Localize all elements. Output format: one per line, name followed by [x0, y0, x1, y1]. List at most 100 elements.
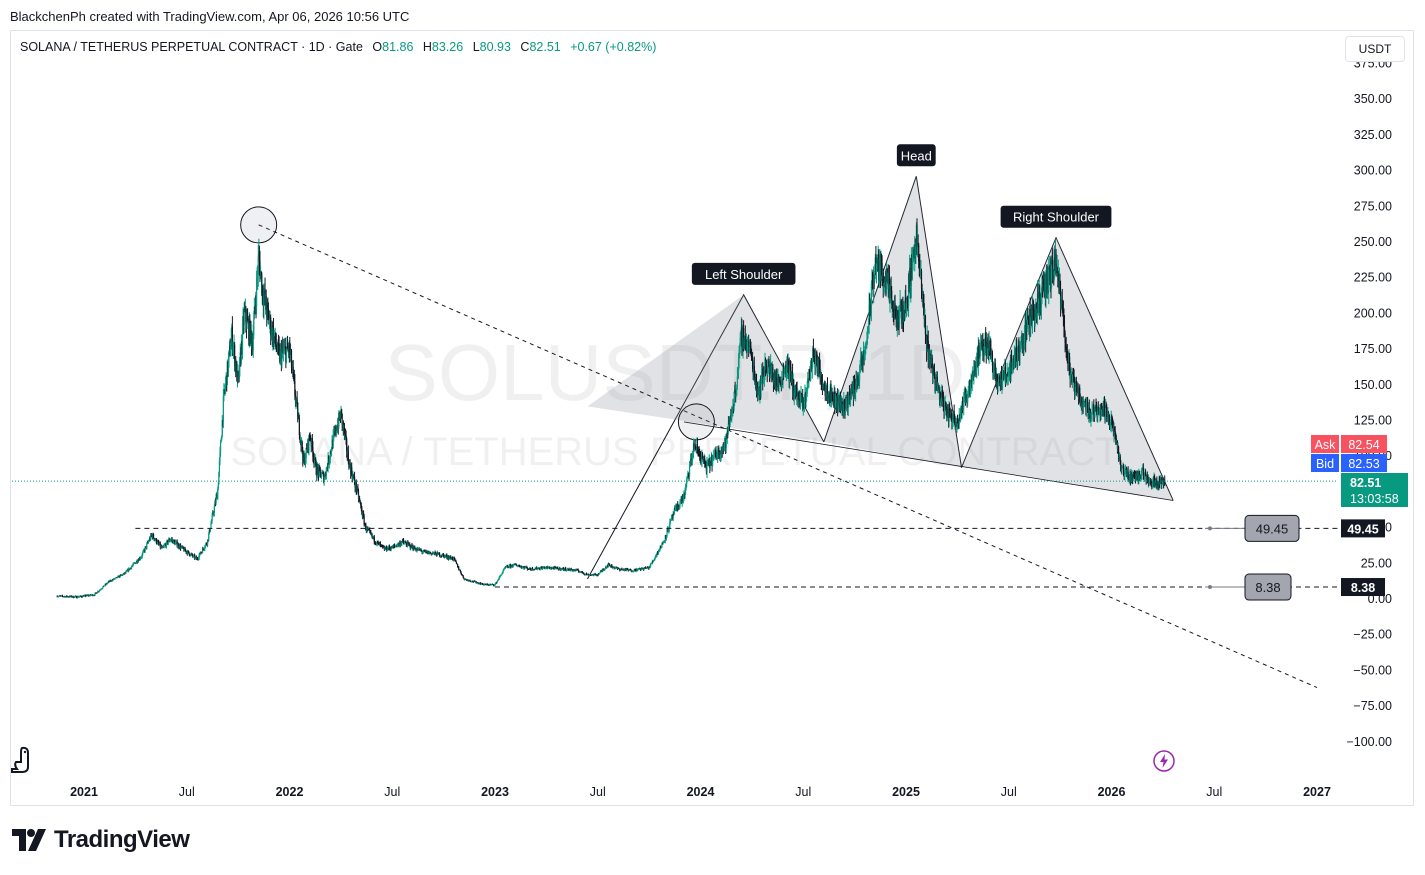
candle-body: [322, 472, 325, 482]
candle-body: [432, 553, 434, 555]
candle-body: [335, 431, 338, 434]
candle-body: [1077, 383, 1079, 395]
price-axis[interactable]: −100.00−75.00−50.00−25.000.0025.0050.007…: [1346, 57, 1392, 749]
candle-body: [806, 393, 808, 397]
candle-body: [1041, 282, 1043, 295]
candle-body: [963, 392, 965, 399]
symbol-legend[interactable]: SOLANA / TETHERUS PERPETUAL CONTRACT · 1…: [20, 40, 656, 54]
candle-body: [1138, 473, 1140, 478]
candle-body: [311, 438, 313, 448]
candle-body: [922, 294, 924, 298]
candle-body: [74, 596, 76, 598]
candle-body: [374, 542, 376, 544]
candle-body: [739, 337, 741, 346]
candle-body: [200, 552, 202, 555]
candle-body: [1079, 387, 1081, 402]
candle-body: [798, 395, 800, 402]
candle-body: [750, 348, 753, 358]
candle-body: [445, 555, 447, 557]
candle-body: [1081, 405, 1083, 409]
candle-body: [1141, 468, 1143, 471]
candle-body: [905, 303, 907, 310]
pattern-label-text: Head: [901, 148, 932, 163]
candle-body: [150, 534, 152, 540]
candle-body: [1023, 327, 1026, 345]
candle-body: [927, 336, 929, 341]
candle-body: [286, 342, 289, 349]
candle-body: [1048, 269, 1050, 291]
candle-body: [275, 332, 277, 345]
candle-body: [68, 596, 70, 598]
y-tick-label: −25.00: [1353, 628, 1392, 642]
candle-body: [89, 595, 91, 597]
candle-body: [329, 451, 331, 459]
candle-body: [604, 568, 606, 570]
candle-body: [624, 569, 626, 571]
candle-body: [1161, 484, 1163, 485]
candle-body: [77, 596, 79, 598]
candle-body: [1065, 344, 1067, 350]
candle-body: [393, 545, 396, 547]
candle-body: [843, 399, 845, 413]
candle-body: [832, 398, 834, 404]
candle-body: [220, 440, 222, 443]
candle-body: [942, 400, 945, 411]
candle-body: [343, 426, 346, 435]
candle-body: [536, 568, 539, 570]
candle-body: [772, 367, 774, 380]
candle-body: [438, 553, 441, 557]
candle-body: [734, 389, 736, 393]
dino-icon[interactable]: [8, 745, 36, 777]
lightning-icon[interactable]: [1153, 750, 1175, 772]
candle-body: [146, 543, 148, 548]
candle-body: [459, 570, 462, 572]
candle-body: [268, 313, 270, 325]
candle-body: [655, 555, 657, 557]
pattern-labels: Left Shoulder Head Right Shoulder: [691, 144, 1112, 285]
time-axis[interactable]: 2021 Jul 2022 Jul 2023 Jul 2024 Jul 2025 Jul 2026 J…: [70, 785, 1331, 799]
candle-body: [831, 391, 833, 394]
candle-body: [712, 458, 714, 466]
candle-body: [650, 563, 652, 566]
candle-body: [153, 537, 155, 540]
candle-body: [246, 317, 249, 321]
candle-body: [444, 555, 446, 557]
tradingview-logo[interactable]: TradingView: [12, 826, 190, 854]
candle-body: [673, 514, 675, 515]
candle-body: [1055, 253, 1057, 267]
candle-body: [1066, 350, 1068, 362]
candle-body: [58, 596, 60, 597]
candle-body: [1148, 477, 1150, 483]
candle-body: [727, 423, 729, 433]
candle-body: [596, 574, 598, 576]
candle-body: [1019, 346, 1021, 356]
candle-body: [713, 454, 715, 458]
candle-body: [436, 555, 438, 557]
candle-body: [455, 561, 458, 564]
candle-body: [232, 348, 234, 350]
candle-body: [620, 569, 622, 571]
candle-body: [98, 590, 101, 592]
candle-body: [497, 579, 499, 581]
candle-body: [363, 516, 365, 525]
candle-body: [420, 550, 423, 552]
candle-body: [102, 586, 104, 589]
candle-body: [83, 595, 85, 597]
candle-body: [1032, 306, 1034, 312]
candle-body: [849, 400, 851, 405]
candle-body: [740, 335, 742, 338]
candle-body: [670, 518, 672, 521]
candle-body: [965, 400, 967, 403]
pattern-label-box: [896, 144, 936, 167]
candle-body: [665, 535, 668, 538]
candle-body: [365, 530, 367, 532]
currency-button[interactable]: USDT: [1345, 36, 1405, 62]
candle-body: [578, 570, 580, 572]
candle-body: [452, 559, 454, 561]
candle-body: [994, 363, 996, 380]
candle-body: [581, 571, 583, 573]
candle-body: [105, 584, 107, 586]
x-tick-label: Jul: [1001, 785, 1017, 799]
candle-body: [753, 365, 755, 374]
